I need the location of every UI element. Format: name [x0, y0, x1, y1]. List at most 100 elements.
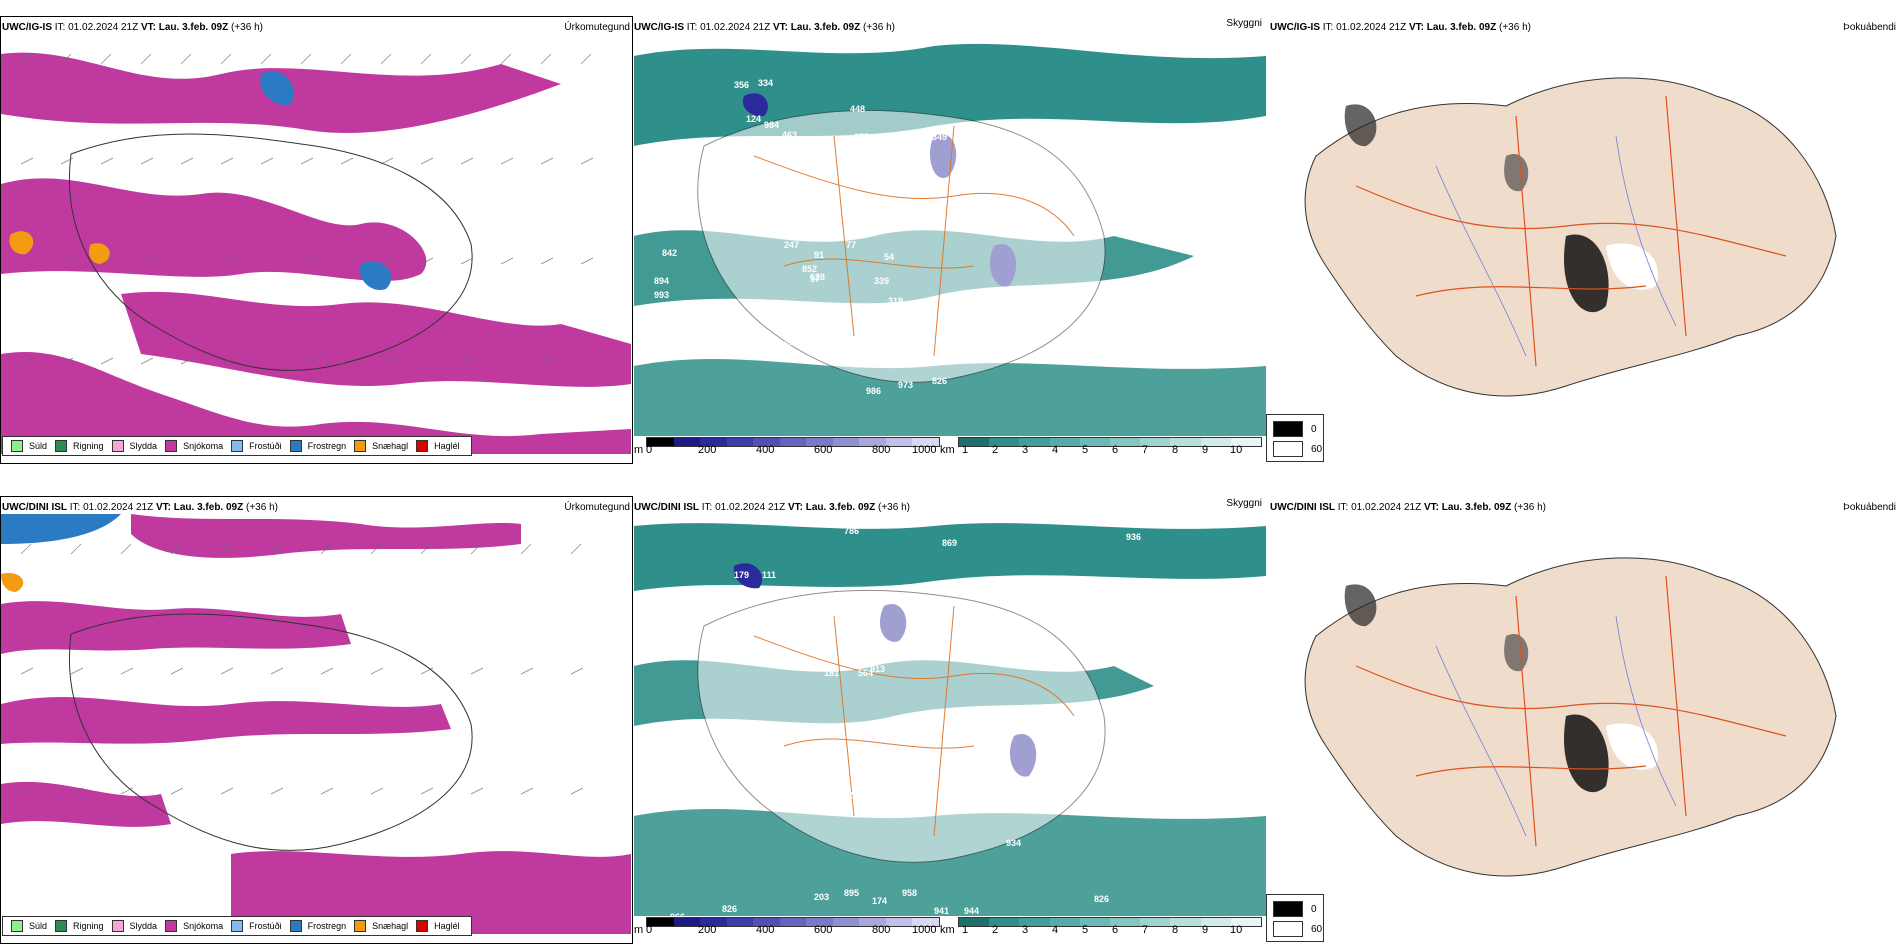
- precip-panel-bottom: UWC/DINI ISL IT: 01.02.2024 21Z VT: Lau.…: [0, 480, 634, 950]
- panel-title: Úrkomutegund: [564, 22, 630, 33]
- visibility-tick: 3: [1022, 924, 1029, 936]
- vt-value: Lau. 3.feb. 09Z: [173, 502, 244, 513]
- cloud-base-label: 448: [850, 104, 865, 114]
- cloud-base-label: 203: [814, 892, 829, 902]
- model-name: UWC/IG-IS: [1270, 22, 1320, 33]
- vt-label: VT:: [1408, 22, 1424, 33]
- it-label: IT:: [1322, 22, 1334, 33]
- fog-panel-top: UWC/IG-IS IT: 01.02.2024 21Z VT: Lau. 3.…: [1266, 0, 1900, 470]
- fog-legend-low-label: 0: [1311, 903, 1317, 915]
- fog-panel-bottom: UWC/DINI ISL IT: 01.02.2024 21Z VT: Lau.…: [1266, 480, 1900, 950]
- cloud-base-label: 801: [824, 612, 839, 622]
- fog-swatch-black: [1273, 901, 1303, 917]
- cloud-base-label: 72: [894, 648, 904, 658]
- cloud-base-label: 966: [670, 912, 685, 916]
- it-value: 01.02.2024 21Z: [715, 502, 786, 513]
- visibility-panel-top: UWC/IG-IS IT: 01.02.2024 21Z VT: Lau. 3.…: [634, 0, 1266, 470]
- fog-map: [1304, 557, 1837, 877]
- model-name: UWC/DINI ISL: [634, 502, 699, 513]
- cloud-base-label: 54: [884, 252, 894, 262]
- precip-panel-top: UWC/IG-IS IT: 01.02.2024 21Z VT: Lau. 3.…: [0, 0, 634, 470]
- cloud-base-label: 996: [870, 138, 885, 148]
- it-label: IT:: [701, 502, 713, 513]
- legend-swatch: [165, 920, 178, 932]
- cloud-base-label: 356: [734, 80, 749, 90]
- panel-title: Skyggni: [1226, 498, 1262, 509]
- legend-swatch: [416, 440, 429, 452]
- legend-swatch: [111, 440, 124, 452]
- fog-legend: 0 60: [1266, 414, 1324, 462]
- fog-swatch-white: [1273, 441, 1303, 457]
- visibility-tick: 2: [992, 444, 999, 456]
- cloud-base-label: 894: [654, 276, 669, 286]
- visibility-map: [634, 36, 1266, 436]
- legend-label: Frostregn: [307, 921, 347, 931]
- fog-legend-high-label: 60: [1311, 443, 1323, 455]
- panel-title: Úrkomutegund: [564, 502, 630, 513]
- cloudbase-bar: [646, 917, 940, 927]
- cloudbase-unit: m: [634, 444, 644, 456]
- cloud-base-label: 941: [934, 906, 949, 916]
- cloudbase-tick: 600: [814, 924, 833, 936]
- legend-item: Snæhagl: [354, 440, 408, 452]
- vt-label: VT:: [787, 502, 803, 513]
- vt-label: VT:: [140, 22, 156, 33]
- cloudbase-tick: 400: [756, 924, 775, 936]
- legend-label: Frostregn: [307, 441, 347, 451]
- legend-swatch: [289, 920, 302, 932]
- visibility-unit: km: [940, 924, 955, 936]
- vt-value: Lau. 3.feb. 09Z: [1441, 502, 1512, 513]
- panel-title: Þokuábendi: [1843, 502, 1896, 513]
- cloud-base-label: 898: [656, 196, 671, 206]
- vt-value: Lau. 3.feb. 09Z: [790, 22, 861, 33]
- cloudbase-bar: [646, 437, 940, 447]
- it-value: 01.02.2024 21Z: [1351, 502, 1422, 513]
- legend-label: Slydda: [129, 441, 158, 451]
- legend-label: Snæhagl: [372, 921, 409, 931]
- cloud-base-label: 77: [846, 240, 856, 250]
- legend-item: Snjókoma: [165, 440, 223, 452]
- visibility-tick: 5: [1082, 924, 1089, 936]
- cloud-base-label: 934: [1006, 838, 1021, 848]
- legend-label: Slydda: [129, 921, 158, 931]
- legend-item: Slydda: [111, 440, 158, 452]
- legend-swatch: [289, 440, 302, 452]
- panel-header: UWC/IG-IS IT: 01.02.2024 21Z VT: Lau. 3.…: [1270, 22, 1531, 33]
- cloud-base-label: 895: [844, 888, 859, 898]
- it-label: IT:: [686, 22, 698, 33]
- visibility-colorbar: km 1 2 3 4 5 6 7 8 9 10: [940, 437, 1266, 457]
- fog-legend-low-label: 0: [1311, 423, 1317, 435]
- cloud-base-label: 29: [990, 804, 1000, 814]
- cloud-base-label: 319: [888, 296, 903, 306]
- visibility-tick: 8: [1172, 444, 1179, 456]
- lead-time: (+36 h): [1499, 22, 1531, 33]
- legend-item: Haglél: [416, 440, 460, 452]
- visibility-tick: 7: [1142, 444, 1149, 456]
- cloud-base-label: 247: [784, 240, 799, 250]
- cloud-base-label: 179: [734, 570, 749, 580]
- legend-item: Rigning: [55, 920, 104, 932]
- legend-item: Frostúði: [231, 920, 282, 932]
- legend-swatch: [165, 440, 178, 452]
- panel-header: UWC/DINI ISL IT: 01.02.2024 21Z VT: Lau.…: [1270, 502, 1546, 513]
- visibility-panel-bottom: UWC/DINI ISL IT: 01.02.2024 21Z VT: Lau.…: [634, 480, 1266, 950]
- lead-time: (+36 h): [231, 22, 263, 33]
- cloudbase-tick: 200: [698, 444, 717, 456]
- visibility-tick: 9: [1202, 444, 1209, 456]
- cloud-base-label: 162: [1002, 142, 1017, 152]
- cloud-base-label: 124: [720, 722, 735, 732]
- cloud-base-label: 827: [892, 132, 907, 142]
- fog-legend-high: 60: [1273, 441, 1322, 457]
- visibility-tick: 1: [962, 444, 969, 456]
- cloud-base-label: 181: [824, 668, 839, 678]
- visibility-tick: 3: [1022, 444, 1029, 456]
- model-name: UWC/DINI ISL: [1270, 502, 1335, 513]
- fog-legend-high: 60: [1273, 921, 1322, 937]
- cloud-base-label: 999: [664, 218, 679, 228]
- fog-legend-low: 0: [1273, 421, 1317, 437]
- visibility-map: [634, 516, 1266, 916]
- it-value: 01.02.2024 21Z: [700, 22, 771, 33]
- cloud-base-label: 463: [782, 130, 797, 140]
- legend-label: Rigning: [73, 441, 104, 451]
